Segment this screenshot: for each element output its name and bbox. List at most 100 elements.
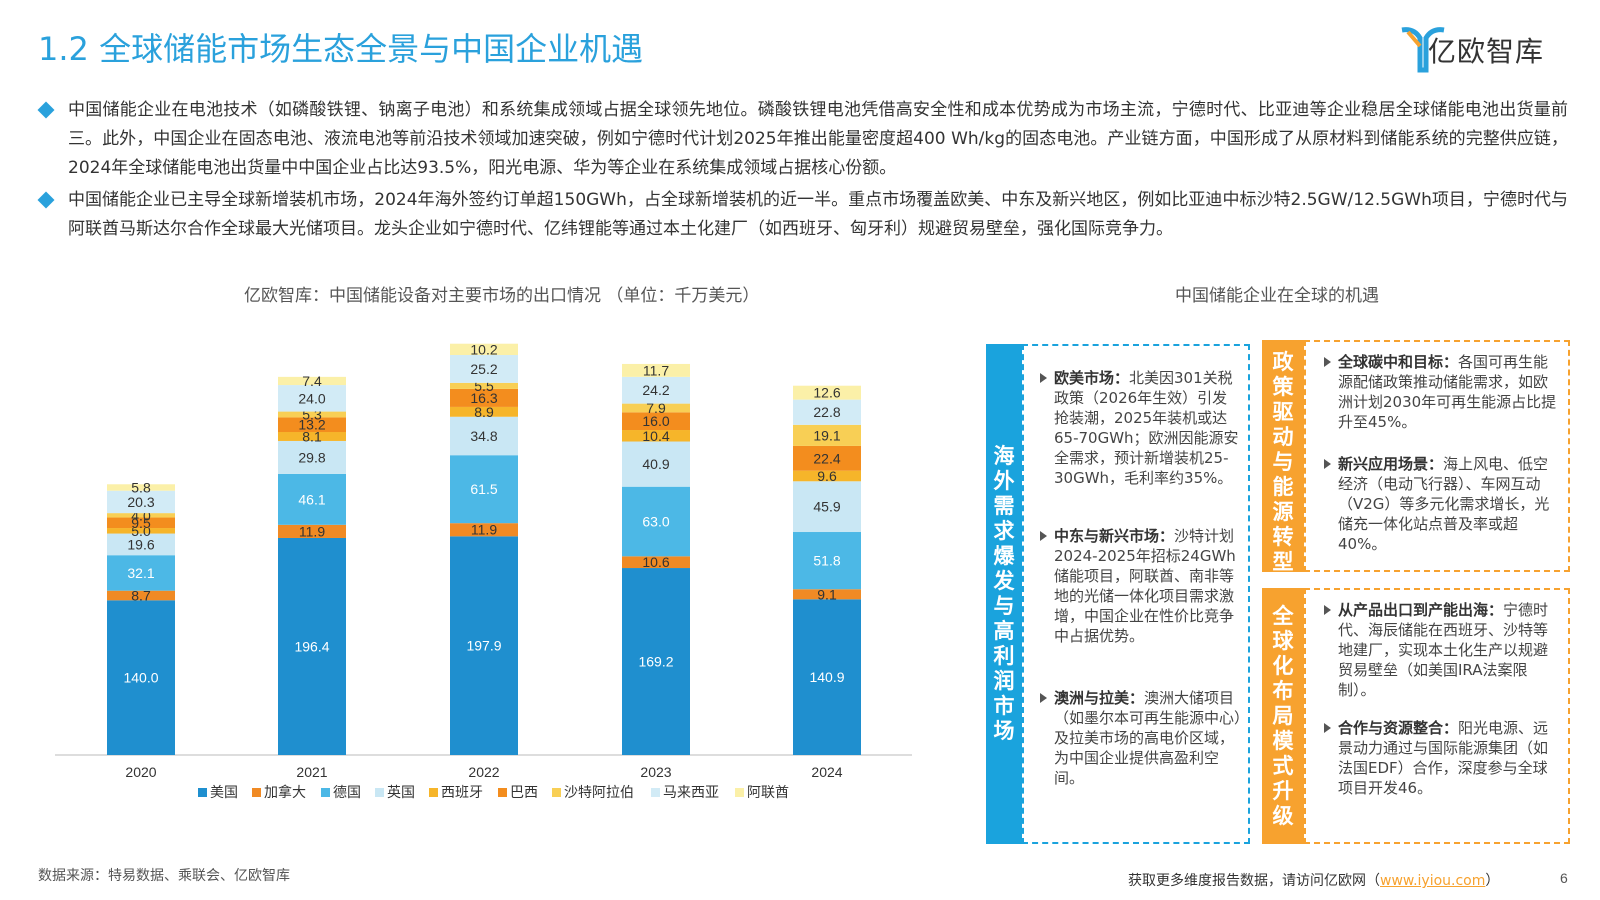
vertical-char: 布 — [1272, 679, 1294, 703]
bar-segment — [622, 556, 690, 569]
bar-segment — [622, 363, 690, 377]
list-item: 欧美市场：北美因301关税政策（2026年生效）引发抢装潮，2025年装机或达6… — [1040, 368, 1242, 488]
data-label: 8.9 — [474, 404, 494, 420]
item-text: 海上风电、低空经济（电动飞行器）、车网互动（V2G）等多元化需求增长，光储充一体… — [1338, 455, 1550, 553]
legend-label: 西班牙 — [441, 785, 483, 801]
item-text: 北美因301关税政策（2026年生效）引发抢装潮，2025年装机或达65-70G… — [1054, 369, 1239, 487]
item-head: 中东与新兴市场： — [1054, 527, 1175, 545]
bar-segment — [622, 568, 690, 755]
data-label: 11.9 — [471, 522, 497, 538]
legend-swatch — [735, 788, 744, 797]
panel-bottom-right-vertical-text: 全球化布局模式升级 — [1265, 604, 1301, 829]
item-text: 各国可再生能源配储政策推动储能需求，如欧洲计划2030年可再生能源占比提升至45… — [1338, 353, 1557, 431]
x-tick-label: 2021 — [296, 764, 327, 780]
bar-segment — [622, 376, 690, 404]
vertical-char: 级 — [1272, 804, 1294, 828]
data-label: 11.9 — [299, 523, 325, 539]
item-text: 阳光电源、远景动力通过与国际能源集团（如法国EDF）合作，深度参与全球项目开发4… — [1338, 719, 1549, 797]
panel-left-vertical-text: 海外需求爆发与高利润市场 — [986, 444, 1022, 744]
vertical-char: 与 — [993, 594, 1015, 618]
data-label: 8.1 — [302, 428, 322, 444]
diamond-icon — [37, 101, 55, 119]
bar-segment — [622, 412, 690, 431]
bar-segment — [793, 445, 861, 471]
export-chart: 140.08.732.119.65.09.54.020.35.82020196.… — [55, 341, 912, 801]
data-label: 22.4 — [813, 450, 840, 466]
legend-swatch — [429, 788, 438, 797]
bar-segment — [107, 590, 175, 601]
data-label: 61.5 — [470, 481, 497, 497]
legend-label: 马来西亚 — [663, 785, 719, 801]
triangle-icon — [1040, 531, 1047, 541]
legend-label: 美国 — [210, 785, 238, 801]
list-item: 全球碳中和目标：各国可再生能源配储政策推动储能需求，如欧洲计划2030年可再生能… — [1324, 352, 1560, 432]
bar-segment — [278, 432, 346, 441]
logo-icon — [1401, 27, 1445, 73]
vertical-char: 策 — [1272, 375, 1294, 399]
legend-label: 巴西 — [510, 785, 538, 801]
bar-segment — [107, 528, 175, 534]
data-label: 9.6 — [817, 468, 837, 484]
bar-segment — [793, 399, 861, 425]
data-label: 45.9 — [813, 499, 840, 515]
list-item: 合作与资源整合：阳光电源、远景动力通过与国际能源集团（如法国EDF）合作，深度参… — [1324, 718, 1560, 798]
legend-label: 沙特阿拉伯 — [564, 785, 634, 801]
bar-segment — [793, 470, 861, 482]
bar-segment — [793, 481, 861, 533]
item-text: 沙特计划2024-2025年招标24GWh储能项目，阿联酋、南非等地的光储一体化… — [1054, 527, 1236, 645]
vertical-char: 式 — [1272, 754, 1294, 778]
bar-segment — [107, 517, 175, 529]
vertical-char: 模 — [1272, 729, 1294, 753]
triangle-icon — [1324, 605, 1331, 615]
data-label: 24.0 — [298, 390, 325, 406]
vertical-char: 升 — [1272, 779, 1294, 803]
data-label: 32.1 — [127, 565, 154, 581]
x-tick-label: 2022 — [468, 764, 499, 780]
vertical-char: 驱 — [1272, 400, 1294, 424]
data-label: 11.7 — [643, 362, 669, 378]
data-label: 169.2 — [638, 654, 673, 670]
bullet-text: 中国储能企业在电池技术（如磷酸铁锂、钠离子电池）和系统集成领域占据全球领先地位。… — [68, 100, 1568, 178]
bar-segment — [278, 411, 346, 418]
vertical-char: 政 — [1272, 350, 1294, 374]
vertical-char: 利 — [993, 644, 1015, 668]
triangle-icon — [1324, 357, 1331, 367]
bar-segment — [793, 532, 861, 590]
data-source: 数据来源：特易数据、乘联会、亿欧智库 — [38, 868, 290, 884]
item-text: 澳洲大储项目（如墨尔本可再生能源中心）及拉美市场的高电价区域，为中国企业提供高盈… — [1054, 689, 1242, 787]
data-label: 5.8 — [131, 479, 151, 495]
vertical-char: 市 — [993, 694, 1015, 718]
list-item: 新兴应用场景：海上风电、低空经济（电动飞行器）、车网互动（V2G）等多元化需求增… — [1324, 454, 1560, 554]
data-label: 29.8 — [298, 449, 325, 465]
bar-segment — [793, 599, 861, 755]
data-label: 7.9 — [646, 400, 666, 416]
data-label: 19.1 — [813, 427, 840, 443]
vertical-char: 局 — [1272, 704, 1294, 728]
data-label: 196.4 — [294, 638, 329, 654]
vertical-char: 场 — [993, 719, 1015, 743]
x-tick-label: 2024 — [811, 764, 842, 780]
page-number: 6 — [1560, 870, 1568, 886]
panel-left-box: 欧美市场：北美因301关税政策（2026年生效）引发抢装潮，2025年装机或达6… — [1022, 344, 1250, 844]
bar-segment — [450, 406, 518, 417]
item-head: 从产品出口到产能出海： — [1338, 601, 1504, 619]
item-head: 澳洲与拉美： — [1054, 689, 1145, 707]
data-label: 19.6 — [127, 536, 154, 552]
data-label: 10.2 — [470, 341, 497, 357]
x-tick-label: 2023 — [640, 764, 671, 780]
bar-segment — [450, 536, 518, 755]
data-label: 40.9 — [642, 456, 669, 472]
bar-segment — [107, 513, 175, 518]
bar-segment — [793, 589, 861, 600]
vertical-char: 球 — [1272, 629, 1294, 653]
bullet-item: 中国储能企业已主导全球新增装机市场，2024年海外签约订单超150GWh，占全球… — [37, 186, 1568, 244]
vertical-char: 源 — [1272, 500, 1294, 524]
footer-close: ） — [1485, 873, 1500, 889]
panel-left-label: 海外需求爆发与高利润市场 — [986, 344, 1022, 844]
bar-segment — [450, 382, 518, 389]
legend-swatch — [651, 788, 660, 797]
vertical-char: 动 — [1272, 425, 1294, 449]
chart-title: 亿欧智库：中国储能设备对主要市场的出口情况 （单位：千万美元） — [244, 286, 760, 306]
footer-link[interactable]: www.iyiou.com — [1380, 873, 1486, 889]
legend-label: 德国 — [333, 785, 361, 801]
